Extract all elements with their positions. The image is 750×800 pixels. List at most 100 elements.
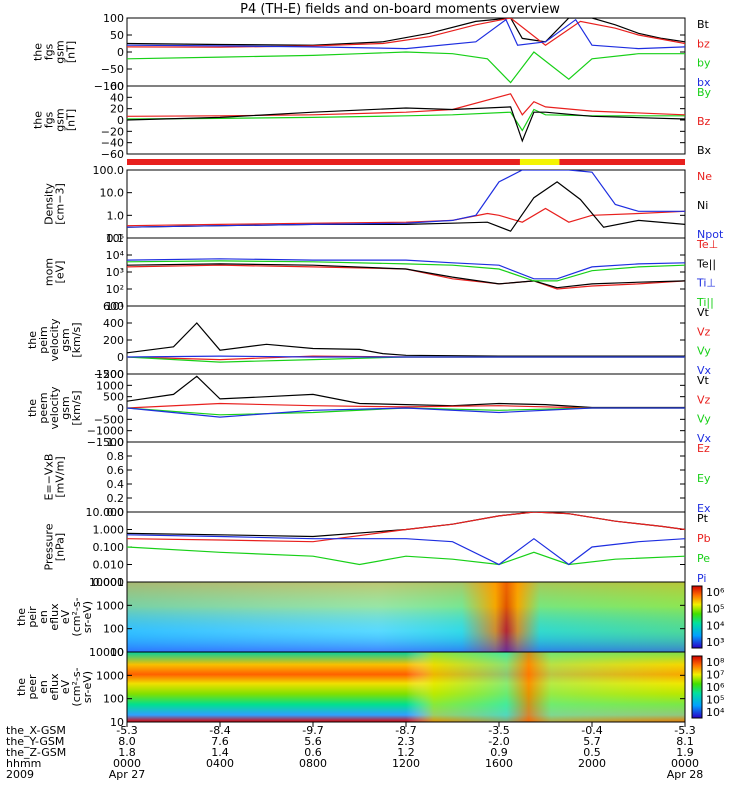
y-tick-label: 60 (110, 80, 124, 93)
y-axis-label: (cm²-s- (70, 667, 83, 706)
y-tick-label: 10.000 (86, 506, 125, 519)
y-axis-label: the (26, 331, 39, 349)
x-axis-row-label: the_X-GSM (6, 724, 66, 737)
y-tick-label: −500 (94, 413, 124, 426)
y-axis-label: the (32, 111, 45, 129)
y-tick-label: 1.0 (107, 436, 125, 449)
y-axis-label: E=−VxB (43, 454, 56, 501)
series-Bt-line (127, 18, 685, 46)
y-axis-label: peim (37, 326, 50, 354)
legend-entry: Bt (697, 18, 710, 31)
colorbar-tick-label: 10⁶ (706, 681, 725, 694)
series-Vt-line (127, 322, 685, 357)
legend-entry: Ez (697, 442, 710, 455)
x-axis-value: 1200 (392, 757, 420, 770)
legend-entry: Pe (697, 552, 710, 565)
colorbar-tick-label: 10⁶ (706, 586, 725, 599)
x-axis-value: -8.7 (395, 724, 416, 737)
series-Ti||-line (127, 260, 685, 282)
colorbar-tick-label: 10⁴ (706, 706, 725, 719)
panel-frame (126, 169, 686, 239)
x-axis-value: 8.0 (118, 735, 136, 748)
legend-entry: Pi (697, 572, 706, 585)
y-tick-label: 100 (103, 693, 124, 706)
panel-8: 10.000 1.000 0.100 0.010 0.001 Pressure[nPa] P… (43, 506, 711, 589)
series-Pi-line (127, 534, 685, 566)
y-tick-label: 10¹ (106, 300, 124, 313)
spectrogram-electron-overlay (127, 652, 685, 722)
y-axis-label: [eV] (54, 261, 67, 284)
y-tick-label: 0.2 (107, 492, 125, 505)
quality-flag-bar (127, 159, 685, 165)
y-axis-label: sr-eV) (81, 671, 94, 703)
y-axis-label: mom (43, 258, 56, 286)
x-axis-value: Apr 28 (667, 768, 704, 781)
colorbar (691, 585, 703, 649)
colorbar-tick-label: 10⁵ (706, 603, 724, 616)
colorbar (691, 655, 703, 719)
series-Pb-line (127, 512, 685, 543)
panel-4: 10⁵ 10⁴ 10³ 10² 10¹ mom[eV] Te⊥ Te|| Ti⊥ Ti|| (43, 232, 719, 313)
series-Npot-line (127, 170, 685, 228)
y-axis-label: Density (43, 183, 56, 225)
legend-entry: bz (697, 37, 710, 50)
y-tick-label: −100 (94, 80, 124, 93)
y-tick-label: 1000 (96, 379, 124, 392)
legend-entry: Ey (697, 472, 711, 485)
x-axis-value: 0400 (206, 757, 234, 770)
y-axis-label: peem (37, 392, 50, 423)
legend-entry: Bz (697, 115, 711, 128)
chart-title: P4 (TH-E) fields and on-board moments ov… (240, 2, 560, 17)
y-axis-label: fgs (43, 43, 56, 60)
legend-entry: Vx (697, 364, 712, 377)
series-Pe-line (127, 546, 685, 566)
x-axis-value: 0.5 (583, 746, 601, 759)
y-tick-label: 100 (103, 623, 124, 636)
panel-7: 1.00.80.60.40.20.0 E=−VxB[mV/m] Ez Ey Ex (43, 436, 711, 519)
series-Bz-line (127, 93, 685, 117)
legend-entry: bx (697, 76, 711, 89)
y-axis-label: eflux (48, 673, 61, 701)
panel-9: 10⁶ 10⁵ 10⁴ 10³ 10000 1000 100 10 thepeireneflux… (15, 576, 725, 659)
y-tick-label: −200 (94, 368, 124, 381)
y-axis-label: [mV/m] (54, 456, 67, 497)
y-axis-label: Pressure (43, 523, 56, 570)
y-tick-label: 10² (106, 283, 124, 296)
x-axis-value: -5.3 (116, 724, 137, 737)
x-axis-value: -9.7 (302, 724, 323, 737)
y-tick-label: 40 (110, 91, 124, 104)
y-tick-label: 0 (117, 46, 124, 59)
x-axis-value: 5.7 (583, 735, 601, 748)
x-axis-table: the_X-GSMthe_Y-GSMthe_Z-GSMhhmm2009-5.38… (6, 722, 703, 781)
y-tick-label: 10000 (89, 646, 124, 659)
y-tick-label: 0 (117, 114, 124, 127)
x-axis-value: 0.6 (304, 746, 322, 759)
x-axis-value: 0.9 (490, 746, 508, 759)
x-axis-value: 1.9 (676, 746, 694, 759)
y-tick-label: −1000 (87, 425, 124, 438)
panels: 100500−50−100thefgsgsm[nT]Btbzbybx604020… (15, 12, 725, 729)
y-axis-label: gsm (59, 396, 72, 419)
series-Te||-line (127, 263, 685, 289)
y-tick-label: 10000 (89, 576, 124, 589)
y-axis-label: [cm−3] (54, 183, 67, 225)
y-tick-label: 0.1 (107, 232, 125, 245)
x-axis-value: 1600 (485, 757, 513, 770)
y-axis-label: eV (59, 679, 72, 694)
legend-entry: Pb (697, 532, 711, 545)
y-tick-label: 600 (103, 300, 124, 313)
legend-entry: Vz (697, 393, 711, 406)
y-tick-label: 10³ (106, 266, 124, 279)
x-axis-value: 5.6 (304, 735, 322, 748)
y-tick-label: 0.6 (107, 464, 125, 477)
y-axis-label: gsm (54, 108, 67, 131)
x-axis-value: -0.4 (581, 724, 602, 737)
series-by-line (127, 51, 685, 84)
y-tick-label: 10 (110, 646, 124, 659)
legend-entry: by (697, 57, 711, 70)
x-axis-value: 8.1 (676, 735, 694, 748)
series-bx-line (127, 18, 685, 50)
